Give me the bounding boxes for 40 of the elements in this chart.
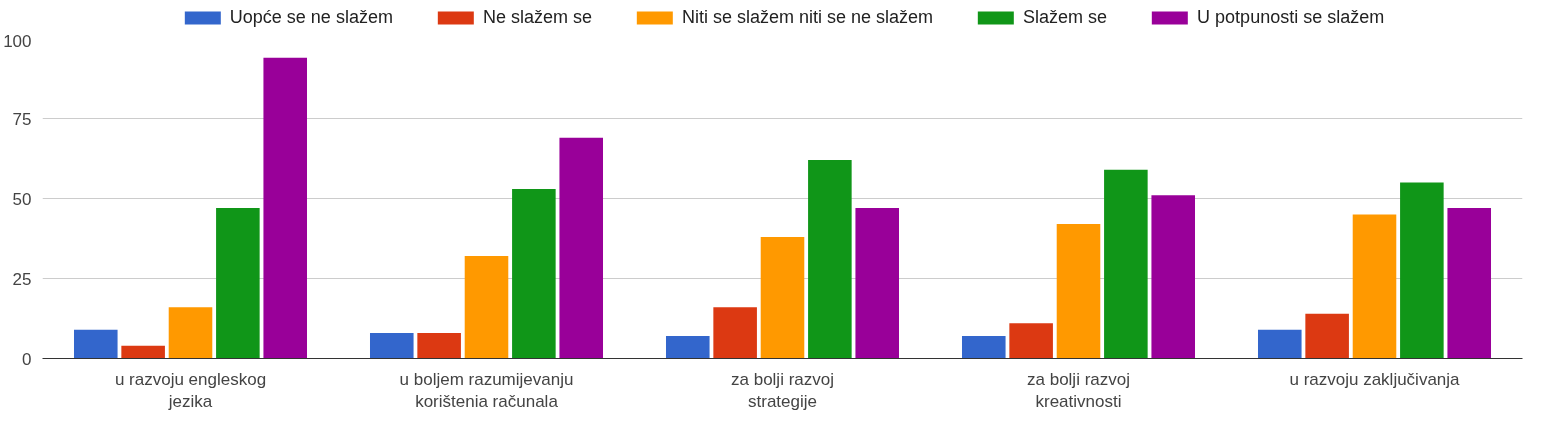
bar (855, 208, 900, 359)
legend-label: Niti se slažem niti se ne slažem (681, 6, 934, 28)
bar (73, 329, 118, 359)
y-tick-label: 0 (22, 349, 32, 369)
bar (1009, 323, 1053, 359)
bar (1305, 313, 1349, 359)
bar (512, 188, 556, 359)
bar (665, 336, 710, 359)
bar (1400, 182, 1444, 359)
bar (369, 332, 414, 359)
bar (559, 137, 604, 359)
legend-label: Slažem se (1023, 6, 1108, 28)
legend-label: U potpunosti se slažem (1197, 6, 1385, 28)
bar (1447, 208, 1492, 359)
bar (464, 256, 509, 359)
x-tick-label: za bolji razvoj kreativnosti (1027, 369, 1131, 412)
y-tick-label: 75 (12, 109, 32, 129)
bar (121, 345, 165, 359)
bar (760, 236, 805, 359)
bar (1056, 224, 1101, 359)
x-tick-label: za bolji razvoj strategije (731, 369, 835, 412)
bar (808, 160, 852, 359)
x-tick-label: u boljem razumijevanju korištenia računala (399, 369, 574, 412)
bar (961, 336, 1006, 359)
bar (713, 307, 757, 359)
y-tick-label: 50 (12, 189, 32, 209)
x-tick-label: u razvoju engleskog jezika (114, 369, 267, 412)
bar (263, 57, 308, 359)
bar (216, 208, 260, 359)
bar (168, 307, 213, 359)
y-tick-label: 100 (3, 31, 32, 51)
bar (1104, 169, 1148, 359)
bar (1257, 329, 1302, 359)
legend-label: Uopće se ne slažem (229, 6, 393, 28)
bar (1151, 195, 1196, 359)
legend-label: Ne slažem se (482, 6, 592, 28)
bar (1352, 214, 1397, 359)
bar (417, 332, 461, 359)
y-tick-label: 25 (12, 269, 32, 289)
x-tick-label: u razvoju zaključivanja (1289, 369, 1461, 389)
